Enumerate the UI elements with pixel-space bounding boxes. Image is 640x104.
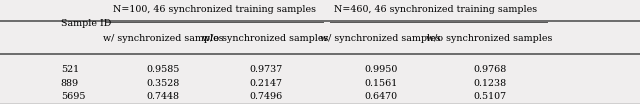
Text: 0.7448: 0.7448 bbox=[147, 92, 180, 101]
Text: 0.9585: 0.9585 bbox=[147, 65, 180, 74]
Text: 0.1238: 0.1238 bbox=[473, 79, 506, 88]
Text: 521: 521 bbox=[61, 65, 79, 74]
Text: 0.1561: 0.1561 bbox=[364, 79, 397, 88]
Text: 0.9950: 0.9950 bbox=[364, 65, 397, 74]
Text: w/o synchronized samples: w/o synchronized samples bbox=[202, 34, 329, 43]
Text: 0.2147: 0.2147 bbox=[249, 79, 282, 88]
Text: 0.7496: 0.7496 bbox=[249, 92, 282, 101]
Text: w/ synchronized samples: w/ synchronized samples bbox=[321, 34, 441, 43]
Text: w/ synchronized samples: w/ synchronized samples bbox=[103, 34, 223, 43]
Text: 889: 889 bbox=[61, 79, 79, 88]
Text: N=100, 46 synchronized training samples: N=100, 46 synchronized training samples bbox=[113, 5, 316, 14]
Text: 5695: 5695 bbox=[61, 92, 85, 101]
Text: 0.5107: 0.5107 bbox=[473, 92, 506, 101]
Text: w/o synchronized samples: w/o synchronized samples bbox=[426, 34, 553, 43]
Text: 0.3528: 0.3528 bbox=[147, 79, 180, 88]
Text: 0.6470: 0.6470 bbox=[364, 92, 397, 101]
Text: N=460, 46 synchronized training samples: N=460, 46 synchronized training samples bbox=[333, 5, 537, 14]
Text: Sample ID: Sample ID bbox=[61, 19, 111, 28]
Text: 0.9768: 0.9768 bbox=[473, 65, 506, 74]
Text: 0.9737: 0.9737 bbox=[249, 65, 282, 74]
